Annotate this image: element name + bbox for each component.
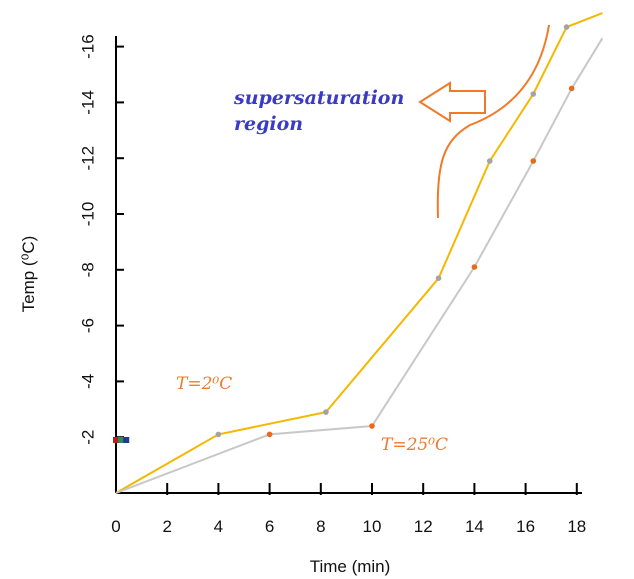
x-tick-label: 0 (111, 517, 120, 536)
start-marker (123, 436, 130, 443)
x-tick-label: 14 (465, 517, 484, 536)
supersaturation-label-line: region (234, 113, 303, 135)
y-tick-label: -10 (79, 202, 98, 227)
left-arrow-icon (418, 81, 486, 123)
series-2-point (369, 423, 375, 429)
series-2-point (530, 158, 537, 164)
series-1-point (323, 409, 329, 415)
y-tick-label: -8 (79, 262, 98, 277)
x-ticks: 0 2 4 6 8 10 12 14 16 18 (111, 483, 586, 536)
axes (115, 36, 582, 494)
x-tick-label: 10 (363, 517, 382, 536)
x-tick-label: 6 (265, 517, 274, 536)
t-high-label: T=25⁰C (381, 435, 448, 455)
x-tick-label: 2 (162, 517, 171, 536)
series-points (215, 24, 575, 438)
series-2-point (568, 85, 575, 92)
y-ticks: -2 -4 -6 -8 -10 -12 -14 -16 (79, 34, 124, 445)
series-line-1 (115, 12, 603, 494)
series-1-point (530, 91, 537, 97)
supersaturation-label-line: supersaturation (233, 87, 404, 109)
supersaturation-region-curve (418, 24, 550, 219)
x-tick-label: 18 (567, 517, 586, 536)
region-boundary-curve (436, 24, 550, 219)
start-marker (118, 436, 125, 443)
x-tick-label: 12 (414, 517, 433, 536)
series-1-point (435, 275, 442, 281)
y-tick-label: -4 (79, 374, 98, 389)
series-2-point (471, 264, 478, 270)
x-tick-label: 16 (516, 517, 535, 536)
y-tick-label: -12 (79, 146, 98, 171)
y-tick-label: -14 (79, 90, 98, 115)
x-tick-label: 4 (214, 517, 223, 536)
series-1-point (215, 431, 222, 438)
y-tick-label: -2 (79, 430, 98, 445)
supersaturation-label: supersaturation region (233, 87, 404, 135)
series-1-point (486, 158, 493, 164)
start-marker (113, 436, 119, 443)
y-axis-title: Temp (⁰C) (19, 236, 38, 313)
series-2-point (266, 431, 273, 438)
y-tick-label: -16 (79, 34, 98, 59)
x-axis-title: Time (min) (310, 557, 391, 576)
t-low-label: T=2⁰C (176, 374, 232, 394)
series-lines (115, 12, 604, 494)
x-tick-label: 8 (316, 517, 325, 536)
y-tick-label: -6 (79, 318, 98, 333)
start-markers (113, 436, 130, 443)
series-1-point (563, 24, 570, 30)
